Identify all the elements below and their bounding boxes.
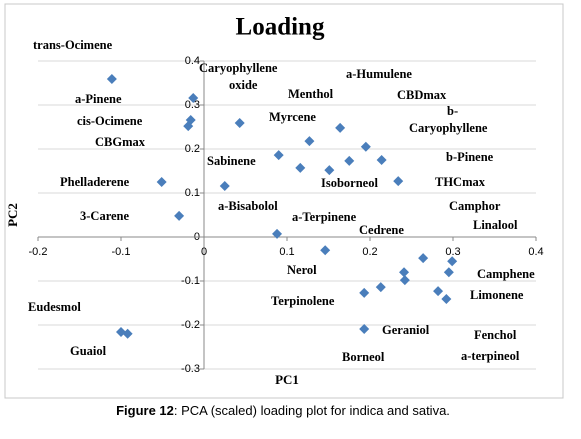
point [376, 155, 387, 165]
y-axis-title: PC2 [5, 203, 20, 227]
annotation: Guaiol [70, 344, 107, 358]
annotation: Nerol [287, 263, 317, 277]
y-tick-label: 0.1 [185, 187, 200, 199]
annotation: Borneol [342, 350, 385, 364]
point [324, 165, 335, 176]
annotation: a-terpineol [461, 349, 520, 363]
x-tick-label: 0.1 [279, 246, 294, 258]
annotation: Sabinene [207, 154, 256, 168]
annotation: Menthol [288, 87, 334, 101]
chart-frame [4, 3, 564, 399]
point [344, 155, 355, 166]
point [219, 180, 230, 191]
annotation: Eudesmol [28, 300, 81, 314]
annotation: Terpinolene [271, 294, 335, 308]
x-tick-label: -0.1 [112, 246, 131, 258]
annotation: trans-Ocimene [33, 38, 113, 52]
caption-label: Figure 12 [116, 403, 174, 418]
annotation: CBDmax [397, 88, 447, 102]
annotation: Camphor [449, 199, 501, 213]
annotation: a-Bisabolol [218, 199, 278, 213]
point [273, 150, 284, 161]
caption-text: : PCA (scaled) loading plot for indica a… [174, 403, 450, 418]
annotation: Phelladerene [60, 175, 130, 189]
annotation: Limonene [470, 288, 524, 302]
annotation: Isoborneol [321, 176, 378, 190]
annotation: Camphene [477, 267, 535, 281]
point [359, 323, 370, 334]
x-tick-label: 0.4 [528, 246, 543, 258]
point [360, 141, 371, 152]
point [156, 177, 167, 187]
annotation: Geraniol [382, 323, 430, 337]
point [441, 294, 452, 305]
point [393, 176, 404, 187]
annotation: a-Terpinene [292, 210, 357, 224]
annotation: cis-Ocimene [77, 114, 143, 128]
point [443, 267, 454, 278]
x-tick-label: 0 [201, 246, 207, 258]
x-tick-label: -0.2 [29, 246, 48, 258]
chart-title: Loading [236, 14, 325, 41]
point [375, 282, 386, 293]
point [122, 328, 133, 339]
point [188, 92, 199, 103]
annotation: Caryophyllene [199, 61, 278, 75]
point [418, 253, 429, 264]
point [447, 256, 458, 267]
point [106, 74, 117, 85]
x-tick-label: 0.2 [362, 246, 377, 258]
point [399, 275, 410, 286]
annotation: oxide [229, 78, 258, 92]
y-tick-label: 0.4 [185, 55, 200, 67]
point [359, 287, 370, 298]
annotation: a-Humulene [346, 67, 412, 81]
y-tick-label: 0.3 [185, 99, 200, 111]
annotation: b-Pinene [446, 150, 494, 164]
y-tick-label: -0.3 [181, 363, 200, 375]
point [399, 267, 410, 278]
point [295, 162, 306, 173]
annotation: THCmax [435, 175, 486, 189]
annotation: Myrcene [269, 110, 316, 124]
annotation: b- [447, 104, 458, 118]
caption: Figure 12: PCA (scaled) loading plot for… [116, 403, 450, 418]
annotation: Fenchol [474, 328, 517, 342]
y-tick-label: -0.2 [181, 319, 200, 331]
point [304, 136, 315, 147]
y-tick-label: -0.1 [181, 275, 200, 287]
annotation: Cedrene [359, 223, 404, 237]
annotation: Linalool [473, 218, 518, 232]
point [183, 121, 194, 132]
y-tick-label: 0.2 [185, 143, 200, 155]
point [272, 228, 283, 239]
point [433, 286, 444, 297]
x-axis-title: PC1 [275, 372, 299, 387]
annotation: CBGmax [95, 135, 146, 149]
point [320, 245, 331, 256]
annotation: 3-Carene [80, 209, 130, 223]
annotation: Caryophyllene [409, 121, 488, 135]
point [234, 118, 245, 129]
point [335, 122, 346, 133]
point [174, 210, 185, 221]
x-tick-label: 0.3 [445, 246, 460, 258]
annotation: a-Pinene [75, 92, 122, 106]
